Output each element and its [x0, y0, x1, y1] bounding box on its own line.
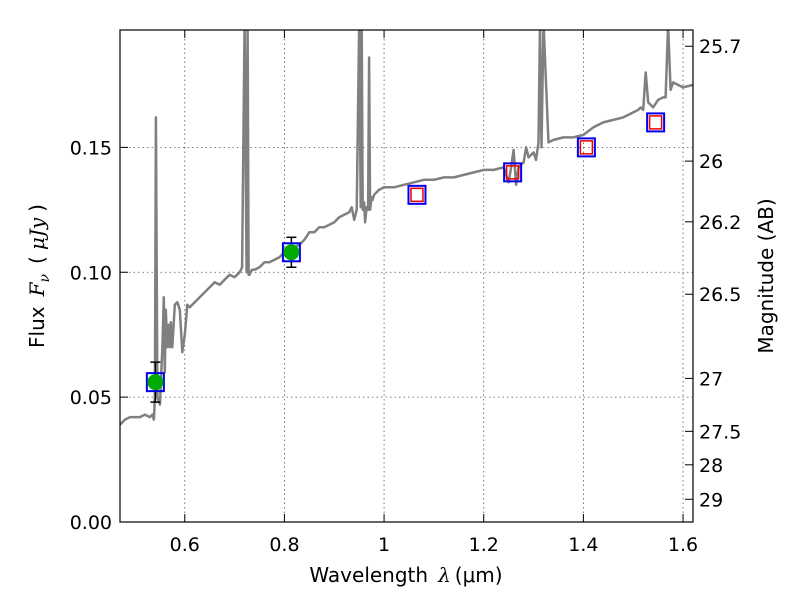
model-photometry-square [576, 137, 596, 158]
mag-tick-label: 26.5 [699, 284, 741, 306]
model-photometry-square [503, 162, 523, 183]
observed-photometry-square [505, 165, 520, 180]
y-tick-label: 0.00 [70, 512, 112, 534]
y-tick-label: 0.10 [70, 262, 112, 284]
y-tick-label: 0.15 [70, 137, 112, 159]
right-axis-title: Magnitude (AB) [754, 198, 778, 353]
mag-tick-label: 29 [699, 489, 723, 511]
x-tick-label: 1.4 [568, 534, 598, 556]
model-photometry-square [646, 112, 666, 133]
observed-photometry-square [579, 140, 594, 155]
observed-photometry-point [147, 374, 164, 391]
model-photometry-square [145, 372, 165, 393]
mag-tick-label: 25.7 [699, 36, 741, 58]
mag-tick-label: 27 [699, 368, 723, 390]
grid-lines [120, 30, 693, 522]
model-spectrum-line [120, 30, 693, 426]
axis-ticks: 0.6 0.8 1 1.2 1.4 1.6 0.00 0.05 0.10 0.15 25.7 26 26… [70, 30, 741, 556]
model-photometry-square [407, 184, 427, 205]
mag-tick-label: 26.2 [699, 212, 741, 234]
observed-photometry-point [283, 244, 300, 261]
mag-tick-label: 27.5 [699, 421, 741, 443]
x-axis-title: Wavelength λ (μm) [309, 563, 502, 587]
x-tick-label: 0.8 [269, 534, 299, 556]
observed-photometry-square [410, 187, 424, 203]
x-tick-label: 0.6 [170, 534, 200, 556]
y-tick-label: 0.05 [70, 387, 112, 409]
mag-tick-label: 26 [699, 151, 723, 173]
plot-frame [119, 29, 694, 523]
observed-photometry-square [648, 115, 663, 130]
x-tick-label: 1 [378, 534, 390, 556]
model-photometry-square [281, 242, 301, 263]
x-tick-label: 1.6 [668, 534, 698, 556]
mag-tick-label: 28 [699, 455, 723, 477]
x-tick-label: 1.2 [469, 534, 499, 556]
photometry-markers [145, 112, 666, 403]
y-axis-title: FluxFν(μJy) [25, 204, 53, 348]
